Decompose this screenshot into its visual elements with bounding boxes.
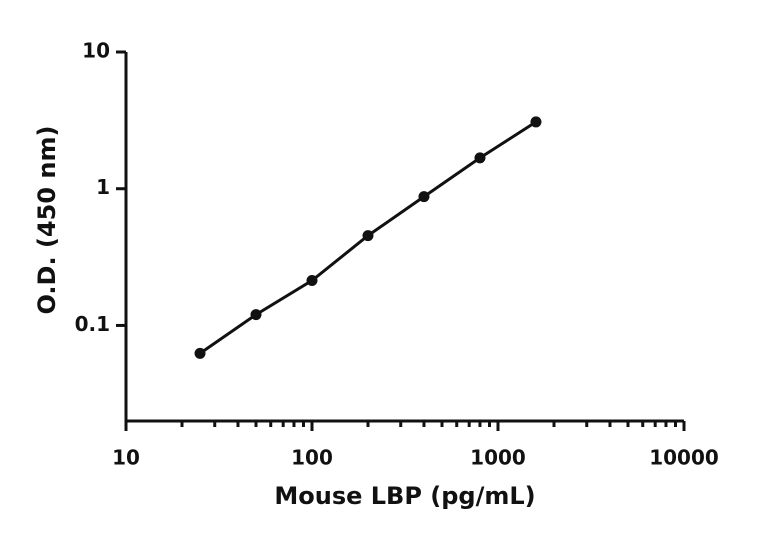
- x-tick-label: 10: [112, 446, 140, 470]
- x-tick-label: 100: [291, 446, 333, 470]
- point: [418, 191, 430, 203]
- y-tick-label: 0.1: [75, 312, 110, 336]
- x-tick-label: 10000: [649, 446, 719, 470]
- point: [250, 309, 262, 321]
- y-tick-label: 10: [82, 39, 110, 63]
- point: [306, 275, 318, 287]
- y-axis-label: O.D. (450 nm): [33, 126, 61, 315]
- point: [474, 152, 486, 164]
- x-axis-label: Mouse LBP (pg/mL): [274, 482, 535, 510]
- x-tick-label: 1000: [470, 446, 526, 470]
- y-tick-label: 1: [96, 175, 110, 199]
- point: [194, 347, 206, 359]
- point: [530, 116, 542, 128]
- point: [362, 230, 374, 242]
